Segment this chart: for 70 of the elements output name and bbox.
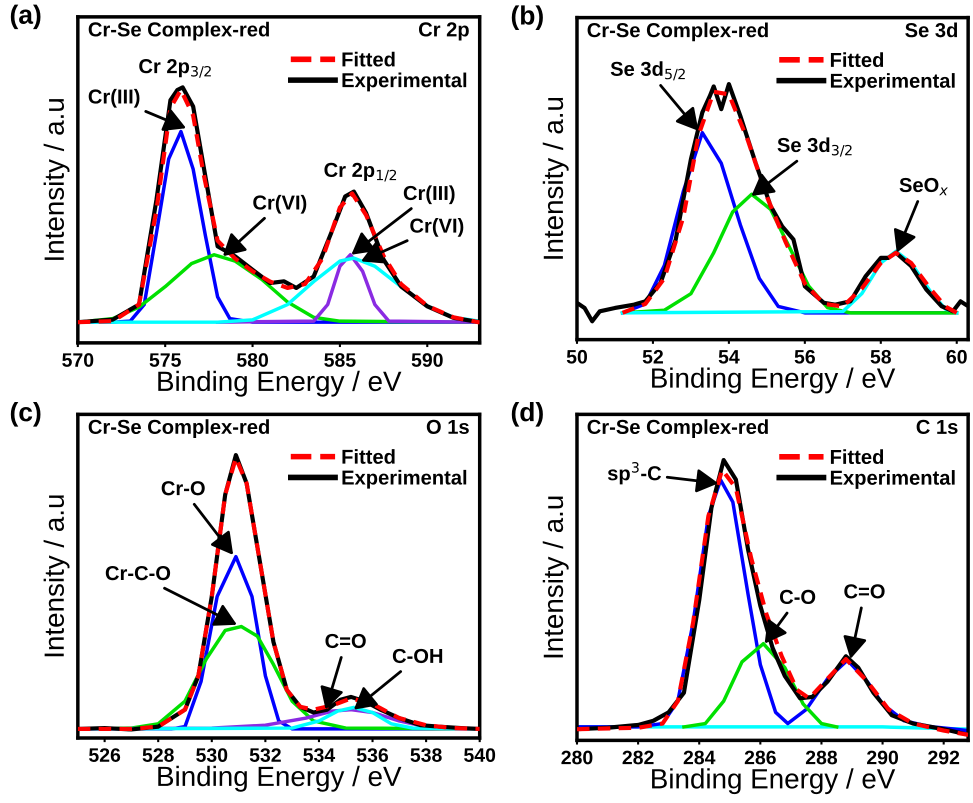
chart-title: (a) [10, 4, 40, 30]
x-tick-label: 284 [684, 750, 716, 764]
x-tick-label: 532 [250, 748, 281, 762]
x-axis-title: Binding Energy / eV [158, 766, 402, 792]
chart-title: (c) [10, 402, 40, 427]
x-tick-label: 534 [303, 748, 336, 762]
annotation: Cr-C-O [106, 566, 170, 580]
x-tick-label: 575 [150, 353, 181, 367]
chart-title: (b) [512, 5, 543, 30]
x-tick-label: 54 [718, 350, 740, 364]
annotation: Se 3d$_{3/2}$ [778, 137, 852, 157]
chart-subtitle: Cr-Se Complex-red [88, 22, 269, 41]
legend-label: Experimental [342, 72, 466, 92]
x-tick-label: 286 [744, 750, 776, 764]
x-tick-label: 590 [412, 353, 443, 367]
x-tick-label: 60 [946, 350, 967, 364]
y-axis-title: Intensity / a.u [44, 99, 70, 260]
legend-label: Fitted [830, 449, 884, 464]
annotation: C-O [780, 590, 816, 604]
x-tick-label: 526 [89, 748, 120, 762]
annotation: sp$^{3}$-C [608, 462, 662, 484]
text: C 1s [916, 420, 958, 434]
x-tick-label: 528 [142, 748, 174, 762]
x-axis-title: Binding Energy / eV [158, 370, 402, 397]
y-axis-title: Intensity / a.u [542, 98, 569, 259]
annotation: SeO$_{x}$ [900, 178, 948, 196]
annotation: C=O [844, 584, 885, 598]
chart-subtitle: Cr-Se Complex-red [88, 419, 269, 438]
annotation: Cr(III) [404, 185, 455, 204]
annotation: Se 3d$_{5/2}$ [610, 61, 685, 80]
legend-label: Fitted [830, 52, 884, 68]
x-axis-title: Binding Energy / eV [652, 768, 896, 794]
annotation: Cr(VI) [253, 194, 306, 214]
text: Cr 2p [418, 22, 469, 41]
x-tick-label: 530 [196, 748, 228, 762]
text: O 1s [426, 420, 469, 434]
annotation: Cr 2p$_{1/2}$ [324, 162, 396, 182]
x-tick-label: 280 [561, 750, 592, 764]
x-tick-label: 585 [324, 353, 356, 367]
x-tick-label: 50 [566, 350, 588, 364]
x-tick-label: 290 [867, 750, 898, 764]
x-tick-label: 538 [410, 748, 442, 762]
chart-title: (d) [512, 402, 543, 427]
annotation: C=O [325, 634, 366, 648]
x-tick-label: 536 [356, 748, 388, 762]
x-tick-label: 58 [870, 350, 892, 364]
y-axis-title: Intensity / a.u [44, 495, 70, 656]
y-axis-title: Intensity / a.u [542, 496, 569, 658]
x-tick-label: 282 [622, 750, 654, 764]
x-tick-label: 580 [236, 353, 268, 367]
legend-label: Experimental [342, 470, 466, 489]
annotation: C-OH [392, 648, 442, 664]
annotation: Cr 2p$_{3/2}$ [139, 59, 211, 78]
annotation: Cr-O [162, 481, 205, 496]
x-tick-label: 52 [642, 350, 663, 364]
legend-label: Experimental [830, 73, 955, 92]
x-tick-label: 56 [794, 350, 815, 364]
annotation: Cr(VI) [410, 218, 464, 237]
chart-subtitle: Cr-Se Complex-red [588, 419, 768, 438]
legend-label: Experimental [830, 470, 955, 489]
legend-label: Fitted [342, 52, 395, 67]
x-tick-label: 288 [806, 750, 838, 764]
chart-subtitle: Cr-Se Complex-red [588, 22, 768, 42]
legend-label: Fitted [342, 449, 395, 464]
text: Se 3d [905, 22, 958, 38]
x-tick-label: 292 [928, 750, 960, 764]
x-tick-label: 540 [464, 748, 496, 762]
x-tick-label: 570 [62, 353, 94, 367]
x-axis-title: Binding Energy / eV [652, 368, 896, 394]
annotation: Cr(III) [88, 88, 140, 108]
